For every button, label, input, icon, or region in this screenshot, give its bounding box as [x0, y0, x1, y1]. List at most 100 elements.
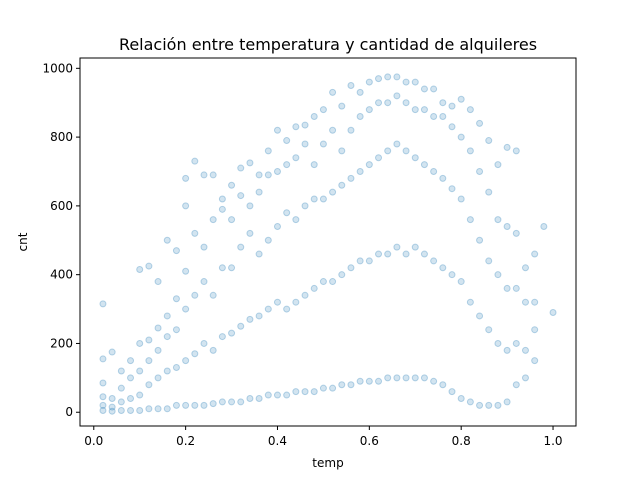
data-point	[310, 388, 318, 396]
data-point	[136, 266, 144, 274]
x-tick-label: 0.6	[360, 434, 379, 448]
data-point	[347, 82, 355, 90]
data-point	[430, 377, 438, 385]
y-tick-label: 600	[50, 199, 73, 213]
data-point	[292, 388, 300, 396]
data-point	[182, 305, 190, 313]
y-tick-label: 1000	[42, 61, 73, 75]
data-point	[393, 92, 401, 100]
data-point	[264, 305, 272, 313]
y-tick-label: 400	[50, 268, 73, 282]
data-point	[402, 250, 410, 258]
data-point	[375, 75, 383, 83]
data-point	[430, 168, 438, 175]
data-point	[476, 401, 484, 409]
data-point	[319, 106, 327, 114]
y-tick-label: 800	[50, 130, 73, 144]
data-point	[200, 278, 208, 286]
data-point	[439, 112, 447, 120]
data-point	[292, 154, 300, 162]
data-point	[466, 216, 474, 224]
data-point	[329, 88, 337, 96]
data-point	[457, 133, 465, 141]
data-point	[347, 126, 355, 134]
data-point	[457, 278, 465, 286]
data-point	[512, 229, 520, 237]
data-point	[485, 188, 493, 196]
data-point	[172, 326, 180, 334]
data-point	[365, 161, 373, 169]
data-point	[99, 401, 107, 409]
data-point	[218, 333, 226, 341]
data-point	[273, 223, 281, 231]
data-point	[476, 119, 484, 127]
data-point	[494, 401, 502, 409]
data-point	[457, 195, 465, 203]
data-point	[246, 315, 254, 323]
data-point	[476, 168, 484, 175]
data-point	[512, 339, 520, 347]
data-point	[540, 223, 548, 231]
data-point	[402, 99, 410, 107]
data-point	[264, 236, 272, 244]
data-point	[163, 333, 171, 341]
data-point	[549, 309, 557, 316]
data-point	[384, 99, 392, 107]
data-point	[228, 264, 236, 272]
data-point	[494, 161, 502, 169]
data-point	[420, 161, 428, 169]
data-point	[329, 384, 337, 392]
x-tick-label: 0.2	[176, 434, 195, 448]
data-point	[402, 374, 410, 382]
data-point	[99, 300, 107, 308]
data-point	[99, 355, 107, 363]
data-point	[319, 140, 327, 148]
data-point	[347, 174, 355, 182]
data-point	[117, 384, 125, 392]
data-point	[347, 381, 355, 389]
data-point	[200, 401, 208, 409]
data-point	[154, 374, 162, 382]
data-point	[108, 394, 116, 402]
data-point	[246, 202, 254, 210]
data-point	[393, 73, 401, 81]
data-point	[494, 216, 502, 224]
data-point	[255, 171, 263, 179]
data-point	[255, 394, 263, 402]
data-point	[375, 377, 383, 385]
data-point	[365, 377, 373, 385]
data-point	[503, 346, 511, 354]
data-point	[356, 112, 364, 120]
data-point	[457, 95, 465, 103]
data-point	[356, 168, 364, 175]
data-point	[200, 243, 208, 251]
data-point	[108, 348, 116, 356]
data-point	[246, 394, 254, 402]
data-point	[136, 407, 144, 415]
data-point	[457, 394, 465, 402]
data-point	[448, 123, 456, 131]
data-point	[228, 398, 236, 406]
data-point	[127, 357, 135, 365]
plot-frame	[79, 57, 577, 427]
data-point	[218, 195, 226, 203]
data-point	[448, 102, 456, 110]
data-point	[117, 398, 125, 406]
data-point	[503, 398, 511, 406]
data-point	[182, 401, 190, 409]
data-point	[99, 393, 107, 401]
data-point	[237, 398, 245, 406]
data-point	[393, 374, 401, 382]
data-point	[127, 374, 135, 382]
data-point	[145, 405, 153, 413]
data-point	[448, 271, 456, 279]
data-point	[365, 106, 373, 114]
data-point	[512, 381, 520, 389]
data-point	[384, 147, 392, 155]
data-point	[99, 407, 107, 415]
data-point	[255, 188, 263, 196]
data-point	[319, 195, 327, 203]
data-point	[172, 364, 180, 372]
data-point	[145, 357, 153, 365]
